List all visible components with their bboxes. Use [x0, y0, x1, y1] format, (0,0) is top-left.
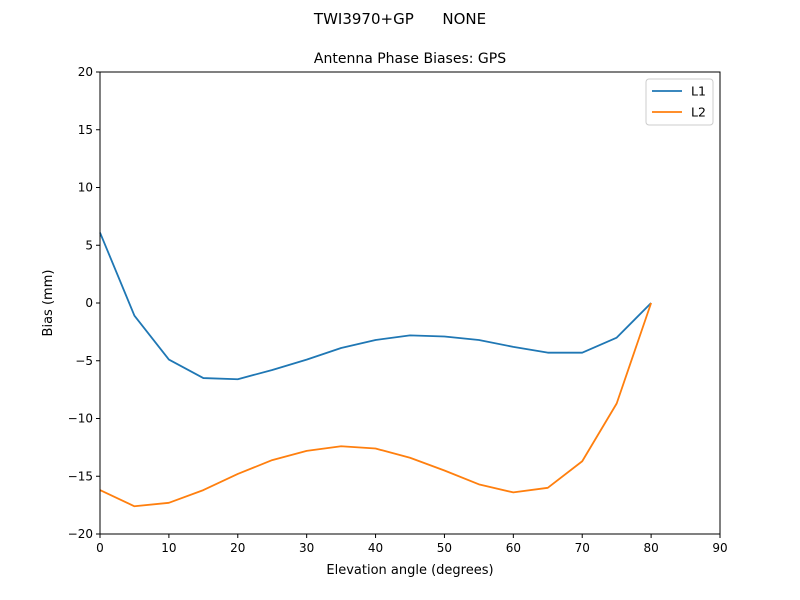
x-tick-label: 80: [643, 541, 658, 555]
y-tick-label: 10: [78, 181, 93, 195]
series-lines: [99, 232, 652, 508]
x-axis-label: Elevation angle (degrees): [326, 563, 493, 578]
figure-suptitle: TWI3970+GP NONE: [313, 10, 486, 28]
y-tick-label: −5: [75, 354, 93, 368]
y-tick-label: −15: [68, 469, 93, 483]
x-tick-label: 40: [368, 541, 383, 555]
chart-title: Antenna Phase Biases: GPS: [314, 51, 506, 67]
x-tick-label: 70: [575, 541, 590, 555]
y-tick-label: 15: [78, 123, 93, 137]
y-tick-label: 20: [78, 65, 93, 79]
legend-label-l2: L2: [691, 105, 706, 120]
x-tick-label: 30: [299, 541, 314, 555]
x-tick-label: 10: [161, 541, 176, 555]
x-tick-label: 0: [96, 541, 104, 555]
y-tick-label: −20: [68, 527, 93, 541]
plot-area: [100, 72, 720, 534]
y-tick-label: 5: [85, 238, 93, 252]
series-line-l2: [99, 302, 652, 508]
y-axis-label: Bias (mm): [41, 270, 56, 337]
x-tick-label: 90: [712, 541, 727, 555]
legend-label-l1: L1: [691, 84, 706, 99]
x-tick-label: 50: [437, 541, 452, 555]
y-tick-label: 0: [85, 296, 93, 310]
series-line-l1: [99, 232, 652, 381]
y-tick-label: −10: [68, 412, 93, 426]
y-axis-ticks: −20 −15 −10 −5 0 5 10 15 20: [68, 65, 100, 541]
x-tick-label: 60: [506, 541, 521, 555]
x-axis-ticks: 0 10 20 30 40 50 60 70 80 90: [96, 534, 728, 555]
x-tick-label: 20: [230, 541, 245, 555]
